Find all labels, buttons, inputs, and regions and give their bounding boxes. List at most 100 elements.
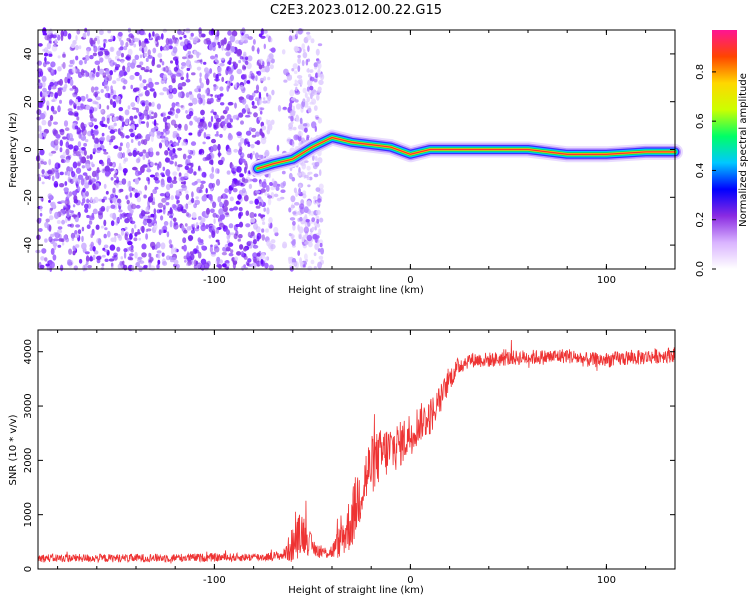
spectrogram-noise-point [249, 212, 255, 219]
spectrogram-noise-point [209, 173, 215, 180]
spectrogram-noise-point [202, 141, 206, 145]
spectrogram-noise-point [37, 125, 42, 132]
spectrogram-noise-point [195, 60, 200, 64]
spectrogram-noise-point [109, 244, 116, 251]
spectrogram-noise-point [247, 36, 253, 40]
spectrogram-noise-point [306, 31, 311, 35]
spectrogram-noise-point [254, 141, 260, 145]
spectrogram-noise-point [208, 29, 215, 36]
spectrogram-noise-point [209, 245, 213, 253]
spectrogram-noise-point [185, 158, 191, 164]
spectrogram-noise-point [109, 213, 116, 218]
spectrogram-noise-point [156, 250, 162, 254]
spectrogram-noise-point [60, 264, 64, 272]
spectrogram-noise-point [315, 48, 320, 56]
spectrogram-noise-point [151, 245, 155, 250]
spectrogram-noise-point [140, 165, 145, 173]
spectrogram-noise-point [171, 78, 176, 84]
spectrogram-noise-point [210, 159, 214, 166]
spectrogram-noise-point [225, 212, 230, 216]
spectrogram-noise-point [292, 211, 297, 215]
spectrogram-noise-point [215, 117, 222, 123]
spectrogram-noise-point [170, 72, 175, 79]
spectrogram-noise-point [156, 209, 161, 214]
spectrogram-noise-point [258, 91, 262, 99]
spectrogram-noise-point [260, 258, 264, 265]
spectrogram-noise-point [297, 54, 301, 59]
spectrogram-noise-point [152, 56, 156, 63]
spectrogram-noise-point [106, 135, 111, 142]
spectrogram-y-label: Frequency (Hz) [8, 112, 19, 188]
spectrogram-noise-point [313, 78, 318, 83]
spectrogram-noise-point [219, 93, 224, 97]
spectrogram-noise-point [190, 141, 197, 146]
spectrogram-noise-point [89, 76, 95, 81]
spectrogram-noise-point [80, 178, 85, 186]
spectrogram-noise-point [256, 252, 261, 257]
spectrogram-noise-point [148, 102, 152, 106]
spectrogram-noise-point [220, 102, 225, 106]
spectrogram-noise-point [296, 172, 302, 177]
spectrogram-noise-point [249, 200, 254, 205]
colorbar-label: Normalized spectral amplitude [738, 73, 749, 227]
spectrogram-noise-point [199, 72, 202, 78]
spectrogram-noise-point [117, 233, 121, 239]
spectrogram-noise-point [157, 202, 164, 209]
spectrogram-noise-point [54, 211, 60, 220]
spectrogram-noise-point [90, 86, 95, 93]
spectrogram-noise-point [125, 56, 131, 60]
spectrogram-noise-point [184, 123, 188, 131]
spectrogram-noise-point [205, 78, 210, 86]
spectrogram-noise-point [215, 121, 220, 129]
spectrogram-noise-point [289, 89, 295, 97]
spectrogram-noise-point [307, 184, 311, 188]
spectrogram-noise-point [144, 100, 149, 106]
spectrogram-noise-point [294, 99, 299, 103]
spectrogram-noise-point [161, 252, 165, 257]
spectrogram-noise-point [292, 105, 296, 111]
spectrogram-noise-point [42, 91, 46, 97]
spectrogram-noise-point [132, 151, 138, 156]
spectrogram-noise-point [282, 243, 287, 249]
spectrogram-noise-point [156, 103, 161, 110]
spectrogram-noise-point [118, 209, 123, 213]
spectrogram-noise-point [173, 247, 178, 253]
spectrogram-noise-point [313, 105, 318, 111]
spectrogram-noise-point [130, 62, 136, 69]
spectrogram-noise-point [51, 45, 58, 52]
spectrogram-noise-point [160, 45, 163, 52]
spectrogram-noise-point [245, 56, 249, 60]
spectrogram-noise-point [117, 166, 123, 171]
spectrogram-noise-point [48, 224, 52, 232]
spectrogram-noise-point [77, 162, 81, 167]
spectrogram-noise-point [298, 187, 301, 195]
spectrogram-noise-point [119, 142, 123, 147]
spectrogram-noise-point [57, 55, 61, 59]
spectrogram-noise-point [149, 174, 156, 178]
spectrogram-noise-point [67, 108, 73, 112]
spectrogram-noise-point [310, 259, 315, 265]
spectrogram-noise-point [220, 195, 223, 199]
spectrogram-noise-point [205, 187, 208, 194]
spectrogram-noise-point [299, 117, 303, 125]
spectrogram-noise-point [71, 171, 76, 178]
spectrogram-noise-point [200, 109, 205, 116]
spectrogram-noise-point [72, 214, 78, 218]
spectrogram-noise-point [290, 115, 294, 122]
spectrogram-noise-point [46, 42, 52, 50]
spectrogram-noise-point [288, 233, 292, 237]
spectrogram-noise-point [53, 121, 58, 125]
spectrogram-noise-point [69, 78, 74, 86]
spectrogram-noise-point [109, 141, 112, 146]
spectrogram-noise-point [263, 86, 268, 92]
spectrogram-noise-point [116, 50, 122, 57]
spectrogram-noise-point [134, 87, 140, 92]
spectrogram-noise-point [95, 224, 100, 230]
spectrogram-noise-point [261, 228, 265, 233]
spectrogram-noise-point [45, 263, 50, 267]
spectrogram-noise-point [181, 185, 188, 191]
spectrogram-noise-point [243, 194, 249, 202]
spectrogram-noise-point [154, 179, 160, 184]
spectrogram-noise-point [247, 231, 251, 238]
spectrogram-noise-point [253, 112, 258, 118]
